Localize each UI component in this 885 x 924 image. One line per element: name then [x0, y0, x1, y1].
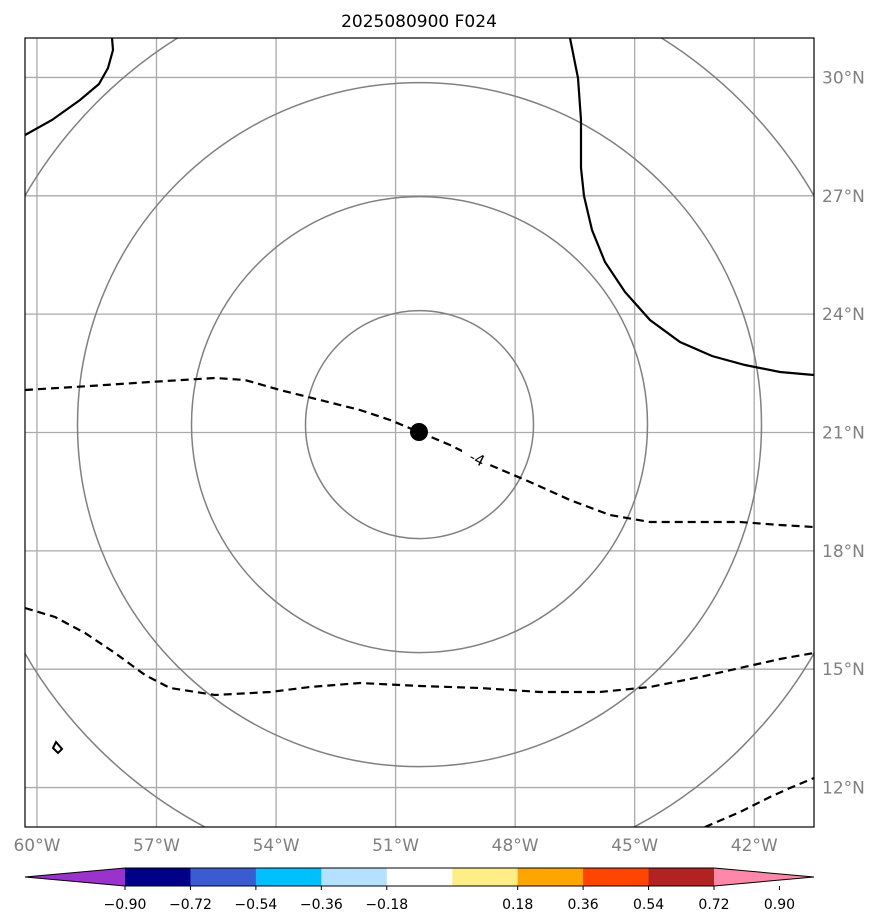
colorbar-segment [125, 868, 191, 886]
colorbar-tick-label: −0.54 [234, 897, 277, 913]
longitude-tick-label: 54°W [253, 836, 300, 856]
contour-lines [25, 38, 814, 827]
dashed-contour-southern [25, 606, 814, 697]
map-frame [24, 37, 815, 828]
longitude-tick-label: 45°W [611, 836, 658, 856]
colorbar-tick-label: −0.18 [365, 897, 408, 913]
storm-center-marker [410, 423, 428, 441]
contour-label-background [462, 448, 488, 468]
colorbar-labels: −0.90 −0.72 −0.54 −0.36 −0.18 0.18 0.36 0.54 0.7… [104, 886, 795, 913]
colorbar-tick-label: 0.90 [764, 897, 795, 913]
colorbar-segment [583, 868, 650, 886]
colorbar-extend-high [714, 868, 814, 886]
colorbar-tick-label: 0.54 [633, 897, 664, 913]
latitude-tick-label: 12°N [822, 779, 865, 799]
dashed-contour-southeast [704, 776, 814, 827]
colorbar-tick-label: 0.18 [502, 897, 533, 913]
colorbar-segment [386, 868, 453, 886]
range-ring [304, 309, 535, 540]
colorbar-segment [190, 868, 257, 886]
range-rings [25, 38, 814, 827]
colorbar-tick-label: 0.36 [568, 897, 599, 913]
longitude-labels: 60°W 57°W 54°W 51°W 48°W 45°W 42°W [13, 836, 777, 856]
range-ring [190, 195, 649, 654]
dashed-contour-central [25, 376, 814, 529]
solid-contour-northeast [568, 38, 814, 377]
gridlines [25, 38, 814, 827]
longitude-tick-label: 51°W [372, 836, 419, 856]
longitude-tick-label: 60°W [13, 836, 60, 856]
solid-contour-small-loop [51, 740, 64, 755]
colorbar-segment [648, 868, 715, 886]
latitude-tick-label: 15°N [822, 660, 865, 680]
longitude-tick-label: 42°W [731, 836, 778, 856]
longitude-tick-label: 48°W [492, 836, 539, 856]
colorbar-segment [517, 868, 584, 886]
latitude-labels: 12°N 15°N 18°N 21°N 24°N 27°N 30°N [822, 68, 865, 798]
colorbar-tick-label: −0.90 [104, 897, 147, 913]
colorbar [24, 867, 815, 887]
colorbar-segment [452, 868, 519, 886]
longitude-tick-label: 57°W [133, 836, 180, 856]
colorbar-tick-label: 0.72 [698, 897, 729, 913]
latitude-tick-label: 21°N [822, 424, 865, 444]
colorbar-tick-label: −0.72 [169, 897, 212, 913]
colorbar-tick-label: −0.36 [300, 897, 343, 913]
colorbar-extend-low [25, 868, 125, 886]
latitude-tick-label: 18°N [822, 542, 865, 562]
latitude-tick-label: 30°N [822, 68, 865, 88]
latitude-tick-label: 27°N [822, 187, 865, 207]
range-ring [76, 81, 763, 768]
colorbar-segment [321, 868, 388, 886]
solid-contour-northwest [25, 38, 115, 136]
colorbar-segment [255, 868, 322, 886]
map-title: 2025080900 F024 [341, 12, 497, 32]
contour-label: -4 [466, 448, 487, 471]
latitude-tick-label: 24°N [822, 305, 865, 325]
